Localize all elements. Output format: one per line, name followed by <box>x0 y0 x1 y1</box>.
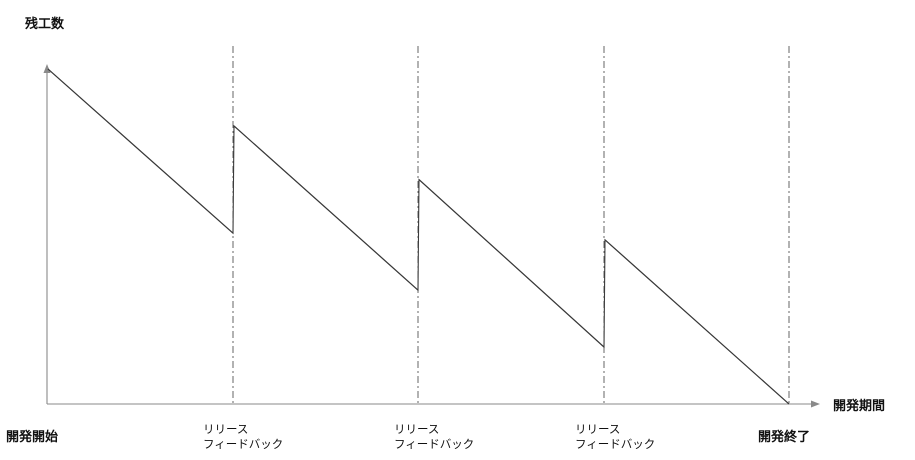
burndown-segment-2 <box>233 125 419 291</box>
y-axis-label: 残工数 <box>25 17 65 32</box>
release-label-1-line2: フィードバック <box>203 436 284 451</box>
x-axis-label: 開発期間 <box>833 399 886 414</box>
remaining-work-line <box>47 68 790 405</box>
burndown-segment-4 <box>604 239 790 405</box>
release-label-2-line1: リリース <box>394 422 440 436</box>
end-label: 開発終了 <box>758 430 811 445</box>
release-label-2: リリース フィードバック <box>394 422 474 452</box>
release-label-2-line2: フィードバック <box>394 436 475 451</box>
burndown-segment-1 <box>47 68 234 234</box>
release-label-1-line1: リリース <box>203 422 249 436</box>
release-label-3: リリース フィードバック <box>575 422 655 452</box>
y-axis-arrow <box>43 64 51 73</box>
burndown-segment-3 <box>418 179 605 348</box>
release-label-3-line1: リリース <box>575 422 621 436</box>
x-axis-arrow <box>811 400 820 408</box>
remaining-work-polyline <box>47 68 790 405</box>
release-label-3-line2: フィードバック <box>575 436 656 451</box>
start-label: 開発開始 <box>6 430 59 445</box>
release-label-1: リリース フィードバック <box>203 422 283 452</box>
